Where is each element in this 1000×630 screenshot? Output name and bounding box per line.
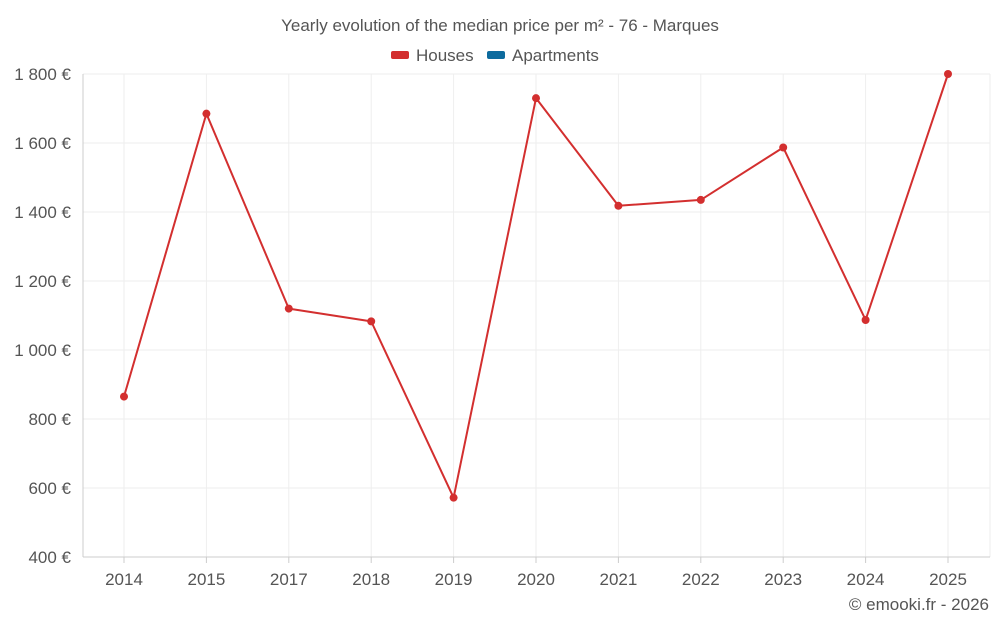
x-tick-label: 2023	[764, 570, 802, 589]
chart-title: Yearly evolution of the median price per…	[281, 16, 719, 35]
credit-text: © emooki.fr - 2026	[849, 595, 989, 614]
y-tick-label: 1 800 €	[14, 65, 71, 84]
legend-label-houses: Houses	[416, 46, 474, 65]
data-point-2014[interactable]	[120, 392, 128, 401]
x-axis-labels: 2014 2015 2017 2018 2019 2020 2021 2022 2023 2024…	[105, 570, 967, 589]
x-tick-label: 2014	[105, 570, 143, 589]
y-tick-label: 1 400 €	[14, 203, 71, 222]
x-tick-label: 2022	[682, 570, 720, 589]
x-tick-label: 2024	[847, 570, 885, 589]
legend-swatch-houses	[391, 51, 409, 59]
data-point-2022[interactable]	[696, 195, 705, 204]
x-tick-label: 2020	[517, 570, 555, 589]
x-tick-label: 2018	[352, 570, 390, 589]
data-point-2023[interactable]	[779, 143, 788, 152]
data-point-2025[interactable]	[944, 70, 952, 78]
y-tick-label: 1 200 €	[14, 272, 71, 291]
data-point-2024[interactable]	[861, 315, 870, 324]
x-tick-label: 2015	[187, 570, 225, 589]
legend-item-apartments[interactable]: Apartments	[487, 46, 599, 65]
x-tick-label: 2021	[599, 570, 637, 589]
data-point-2015[interactable]	[202, 109, 211, 118]
y-tick-label: 600 €	[28, 479, 71, 498]
legend-label-apartments: Apartments	[512, 46, 599, 65]
axes	[82, 74, 990, 563]
x-tick-label: 2017	[270, 570, 308, 589]
y-tick-label: 1 000 €	[14, 341, 71, 360]
y-tick-label: 800 €	[28, 410, 71, 429]
legend: Houses Apartments	[391, 46, 599, 65]
y-axis-labels: 400 € 600 € 800 € 1 000 € 1 200 € 1 400 € 1 60…	[14, 65, 71, 567]
data-point-2021[interactable]	[614, 201, 623, 210]
x-tick-label: 2025	[929, 570, 967, 589]
data-point-2019[interactable]	[449, 493, 458, 502]
y-tick-label: 1 600 €	[14, 134, 71, 153]
legend-swatch-apartments	[487, 51, 505, 59]
data-point-2020[interactable]	[532, 94, 540, 103]
data-point-2018[interactable]	[367, 317, 376, 326]
series-houses	[120, 70, 952, 502]
grid	[83, 73, 991, 557]
x-tick-label: 2019	[435, 570, 473, 589]
legend-item-houses[interactable]: Houses	[391, 46, 474, 65]
y-tick-label: 400 €	[28, 548, 71, 567]
data-point-2017[interactable]	[284, 304, 293, 313]
